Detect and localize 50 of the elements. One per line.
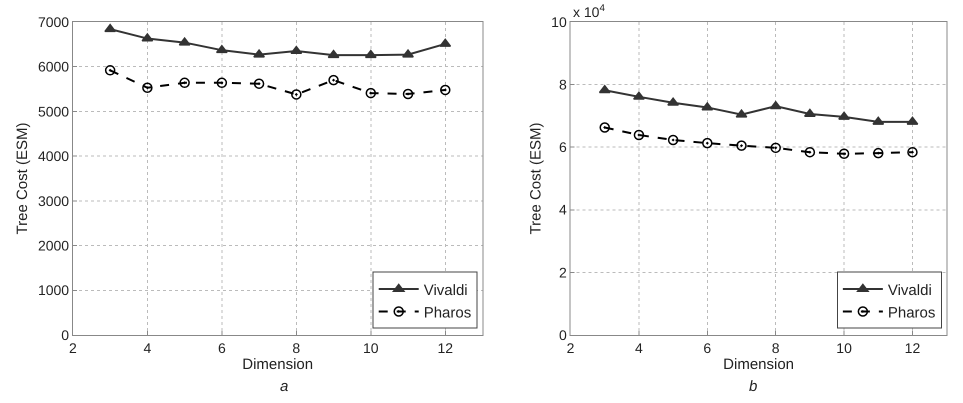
text: x 10$^{4}$ — [573, 3, 606, 20]
legend-label: Pharos — [424, 304, 472, 322]
y-tick-label: 5000 — [38, 103, 70, 120]
point — [838, 148, 850, 160]
x-axis-title: Dimension — [242, 356, 314, 373]
legend-label: Vivaldi — [424, 282, 468, 299]
legend-label: Pharos — [888, 304, 936, 322]
x-tick-label: 12 — [904, 340, 920, 356]
point — [598, 84, 611, 94]
x-tick-label: 8 — [772, 340, 780, 356]
y-axis-title: Tree Cost (ESM) — [527, 122, 544, 234]
x-axis-title: Dimension — [723, 356, 794, 373]
y-tick-label: 8 — [558, 76, 567, 92]
point — [906, 116, 918, 125]
point — [804, 146, 816, 158]
point — [804, 108, 816, 118]
y-tick-label: 4000 — [38, 148, 70, 164]
y-tick-label: 2 — [558, 264, 567, 280]
y-tick-label: 4 — [558, 202, 567, 218]
y-tick-label: 10 — [551, 14, 567, 30]
y-tick-label: 7000 — [38, 14, 70, 30]
point — [907, 146, 918, 158]
text: a — [280, 378, 288, 395]
x-tick-label: 12 — [437, 340, 454, 356]
point — [668, 134, 678, 146]
x-tick-label: 6 — [703, 340, 712, 356]
x-tick-label: 6 — [218, 340, 226, 356]
y-tick-label: 6 — [558, 139, 567, 156]
legend-label: Vivaldi — [888, 282, 932, 299]
y-tick-label: 6000 — [38, 58, 70, 75]
point — [873, 148, 884, 158]
x-tick-label: 10 — [363, 340, 379, 356]
point — [770, 100, 782, 110]
y-tick-label: 0 — [558, 326, 567, 343]
y-tick-label: 0 — [61, 326, 70, 343]
x-tick-label: 10 — [836, 340, 852, 356]
y-tick-label: 2000 — [38, 237, 70, 254]
text: b — [749, 378, 758, 395]
x-tick-label: 4 — [143, 340, 152, 356]
point — [770, 142, 781, 154]
point — [702, 138, 713, 148]
point — [736, 109, 748, 118]
point — [634, 130, 644, 140]
point — [736, 140, 747, 151]
y-axis-title: Tree Cost (ESM) — [14, 122, 32, 234]
point — [599, 122, 610, 133]
y-tick-label: 1000 — [38, 282, 70, 298]
x-tick-label: 4 — [635, 340, 644, 356]
x-tick-label: 8 — [292, 340, 300, 356]
y-tick-label: 3000 — [38, 192, 70, 209]
